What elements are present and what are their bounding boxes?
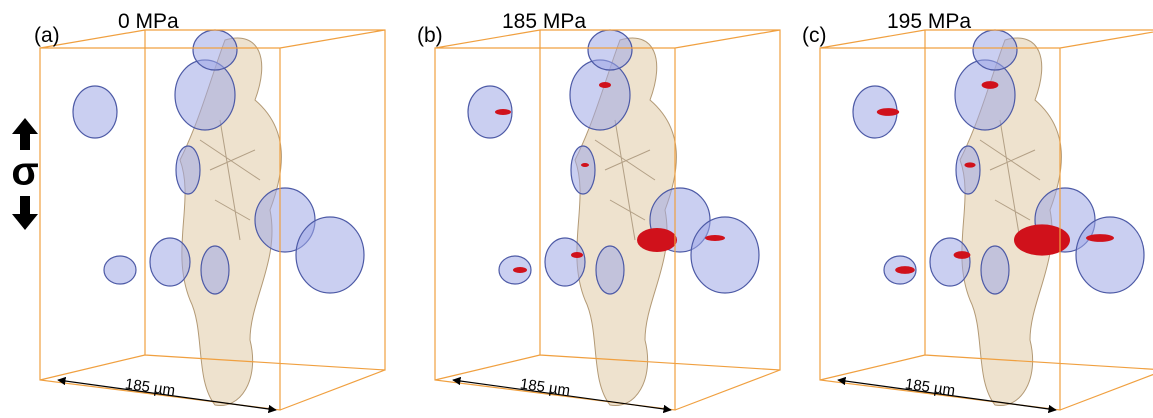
crack	[581, 163, 589, 167]
crack	[877, 108, 899, 116]
scale-label: 185 µm	[904, 376, 956, 400]
grain	[571, 146, 595, 194]
figure: σ 185 µm (a) 0 MPa 185 µm (b) 185 MPa 185 µm (c…	[0, 0, 1153, 418]
arrow-up	[12, 118, 38, 150]
panel-label: (a)	[34, 24, 60, 47]
grain	[201, 246, 229, 294]
grain	[150, 238, 190, 286]
grain	[1076, 217, 1144, 293]
grain	[296, 217, 364, 293]
crack	[954, 251, 971, 259]
grain	[955, 60, 1015, 130]
grain	[73, 86, 117, 138]
crack	[1014, 224, 1070, 255]
stress-indicator: σ	[11, 118, 38, 230]
grain	[973, 30, 1017, 70]
grain	[588, 30, 632, 70]
crack	[637, 228, 677, 252]
crack	[599, 82, 611, 88]
grain	[570, 60, 630, 130]
panel-title: 0 MPa	[118, 10, 179, 33]
crack	[513, 267, 527, 273]
grain	[956, 146, 980, 194]
grain	[193, 30, 237, 70]
stress-symbol: σ	[11, 150, 38, 194]
scale-label: 185 µm	[124, 376, 176, 400]
panel: 185 µm (b) 185 MPa	[417, 10, 780, 410]
panel-title: 195 MPa	[887, 10, 971, 33]
crack	[571, 252, 583, 258]
panel: 185 µm (a) 0 MPa	[34, 10, 385, 410]
grain	[981, 246, 1009, 294]
grain	[175, 60, 235, 130]
crack	[964, 162, 975, 167]
crack	[705, 235, 725, 241]
grain	[104, 256, 136, 284]
grain	[691, 217, 759, 293]
grain	[176, 146, 200, 194]
grain	[596, 246, 624, 294]
panel-title: 185 MPa	[502, 10, 586, 33]
scale-label: 185 µm	[519, 376, 571, 400]
crack	[495, 109, 511, 115]
grain	[930, 238, 970, 286]
crack	[1086, 234, 1114, 242]
panel-label: (b)	[417, 24, 443, 47]
arrow-down	[12, 196, 38, 230]
panel-label: (c)	[802, 24, 827, 47]
grain	[545, 238, 585, 286]
crack	[982, 81, 999, 89]
crack	[895, 266, 915, 274]
panel: 185 µm (c) 195 MPa	[802, 10, 1153, 410]
